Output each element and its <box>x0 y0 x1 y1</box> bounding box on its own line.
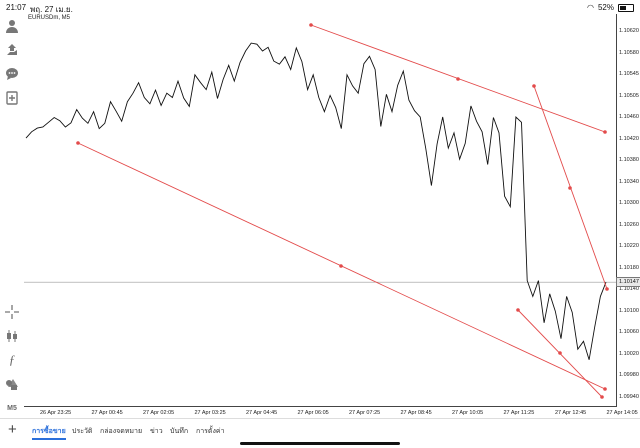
trendline-anchor <box>456 77 460 81</box>
add-file-icon[interactable] <box>4 90 20 106</box>
function-icon[interactable]: ƒ <box>8 352 16 367</box>
period-button[interactable]: M5 <box>7 404 17 412</box>
objects-icon[interactable] <box>4 376 20 392</box>
trendline-anchor <box>532 84 536 88</box>
battery-icon <box>618 3 634 12</box>
x-tick-label: 27 Apr 12:45 <box>555 410 587 416</box>
trendline-anchor <box>558 351 562 355</box>
y-tick-label: 1.10300 <box>619 200 639 206</box>
x-tick-label: 27 Apr 04:45 <box>246 410 278 416</box>
x-tick-label: 27 Apr 02:05 <box>143 410 175 416</box>
x-tick-label: 27 Apr 03:25 <box>194 410 226 416</box>
crosshair-icon[interactable] <box>4 304 20 320</box>
x-tick-label: 27 Apr 10:05 <box>452 410 484 416</box>
trendline-anchor <box>516 308 520 312</box>
y-tick-label: 1.10340 <box>619 178 639 185</box>
user-icon[interactable] <box>4 18 20 34</box>
trendline-anchor <box>568 186 572 190</box>
y-tick-label: 1.10545 <box>619 71 639 77</box>
y-tick-label: 1.09980 <box>619 372 639 378</box>
x-tick-label: 27 Apr 07:25 <box>349 410 381 416</box>
y-tick-label: 1.10060 <box>619 329 639 335</box>
trendline-anchor <box>309 23 313 27</box>
y-tick-label: 1.10020 <box>619 350 639 357</box>
chat-icon[interactable] <box>4 66 20 82</box>
y-tick-label: 1.10380 <box>619 157 639 163</box>
y-tick-label: 1.10220 <box>619 243 639 249</box>
status-time: 21:07 <box>6 3 27 12</box>
status-date: พฤ. 27 เม.ย. <box>30 5 73 14</box>
home-indicator <box>240 442 400 445</box>
y-tick-label: 1.10100 <box>619 307 639 314</box>
current-price-tag: 1.10147 <box>616 277 640 288</box>
y-tick-label: 1.10420 <box>619 135 639 142</box>
trendline-anchor <box>605 287 609 291</box>
tab-mailbox[interactable]: กล่องจดหมาย <box>100 428 143 435</box>
candles-icon[interactable] <box>4 328 20 344</box>
wifi-icon: ◠ <box>587 3 594 12</box>
y-tick-label: 1.10620 <box>619 28 639 34</box>
y-tick-label: 1.10580 <box>619 49 639 56</box>
left-toolbar: ƒ M5 <box>0 14 24 414</box>
x-tick-label: 26 Apr 23:25 <box>40 410 72 416</box>
tab-settings[interactable]: การตั้งค่า <box>196 428 225 435</box>
y-tick-label: 1.10505 <box>619 92 639 99</box>
x-tick-label: 27 Apr 14:05 <box>606 410 638 416</box>
trendline-anchor <box>603 387 607 391</box>
y-tick-label: 1.10460 <box>619 114 639 120</box>
trendline-anchor <box>339 264 343 268</box>
trendline-anchor <box>76 141 80 145</box>
price-chart[interactable] <box>24 14 617 407</box>
tab-trade[interactable]: การซื้อขาย <box>32 426 66 440</box>
chart-symbol: EURUSDm, M5 <box>28 15 71 21</box>
y-tick-label: 1.09940 <box>619 393 639 400</box>
trendline-anchor <box>603 130 607 134</box>
status-right: ◠ 52% <box>587 3 634 12</box>
y-tick-label: 1.10140 <box>619 286 639 292</box>
tab-journal[interactable]: บันทึก <box>170 428 189 435</box>
price-line <box>25 42 607 360</box>
share-icon[interactable] <box>4 42 20 58</box>
plus-icon[interactable]: + <box>8 421 17 438</box>
y-tick-label: 1.10180 <box>619 264 639 271</box>
x-tick-label: 27 Apr 08:45 <box>400 410 432 416</box>
tab-news[interactable]: ข่าว <box>150 428 163 435</box>
y-tick-label: 1.10260 <box>619 221 639 228</box>
status-bar: 21:07 พฤ. 27 เม.ย. ◠ 52% <box>0 0 640 14</box>
x-tick-label: 27 Apr 11:25 <box>503 410 535 416</box>
trendline-anchor <box>600 395 604 399</box>
tab-history[interactable]: ประวัติ <box>72 428 93 435</box>
x-tick-label: 27 Apr 06:05 <box>297 410 329 416</box>
x-tick-label: 27 Apr 00:45 <box>91 410 123 416</box>
battery-percent: 52% <box>597 3 614 12</box>
chart-canvas <box>24 23 616 399</box>
